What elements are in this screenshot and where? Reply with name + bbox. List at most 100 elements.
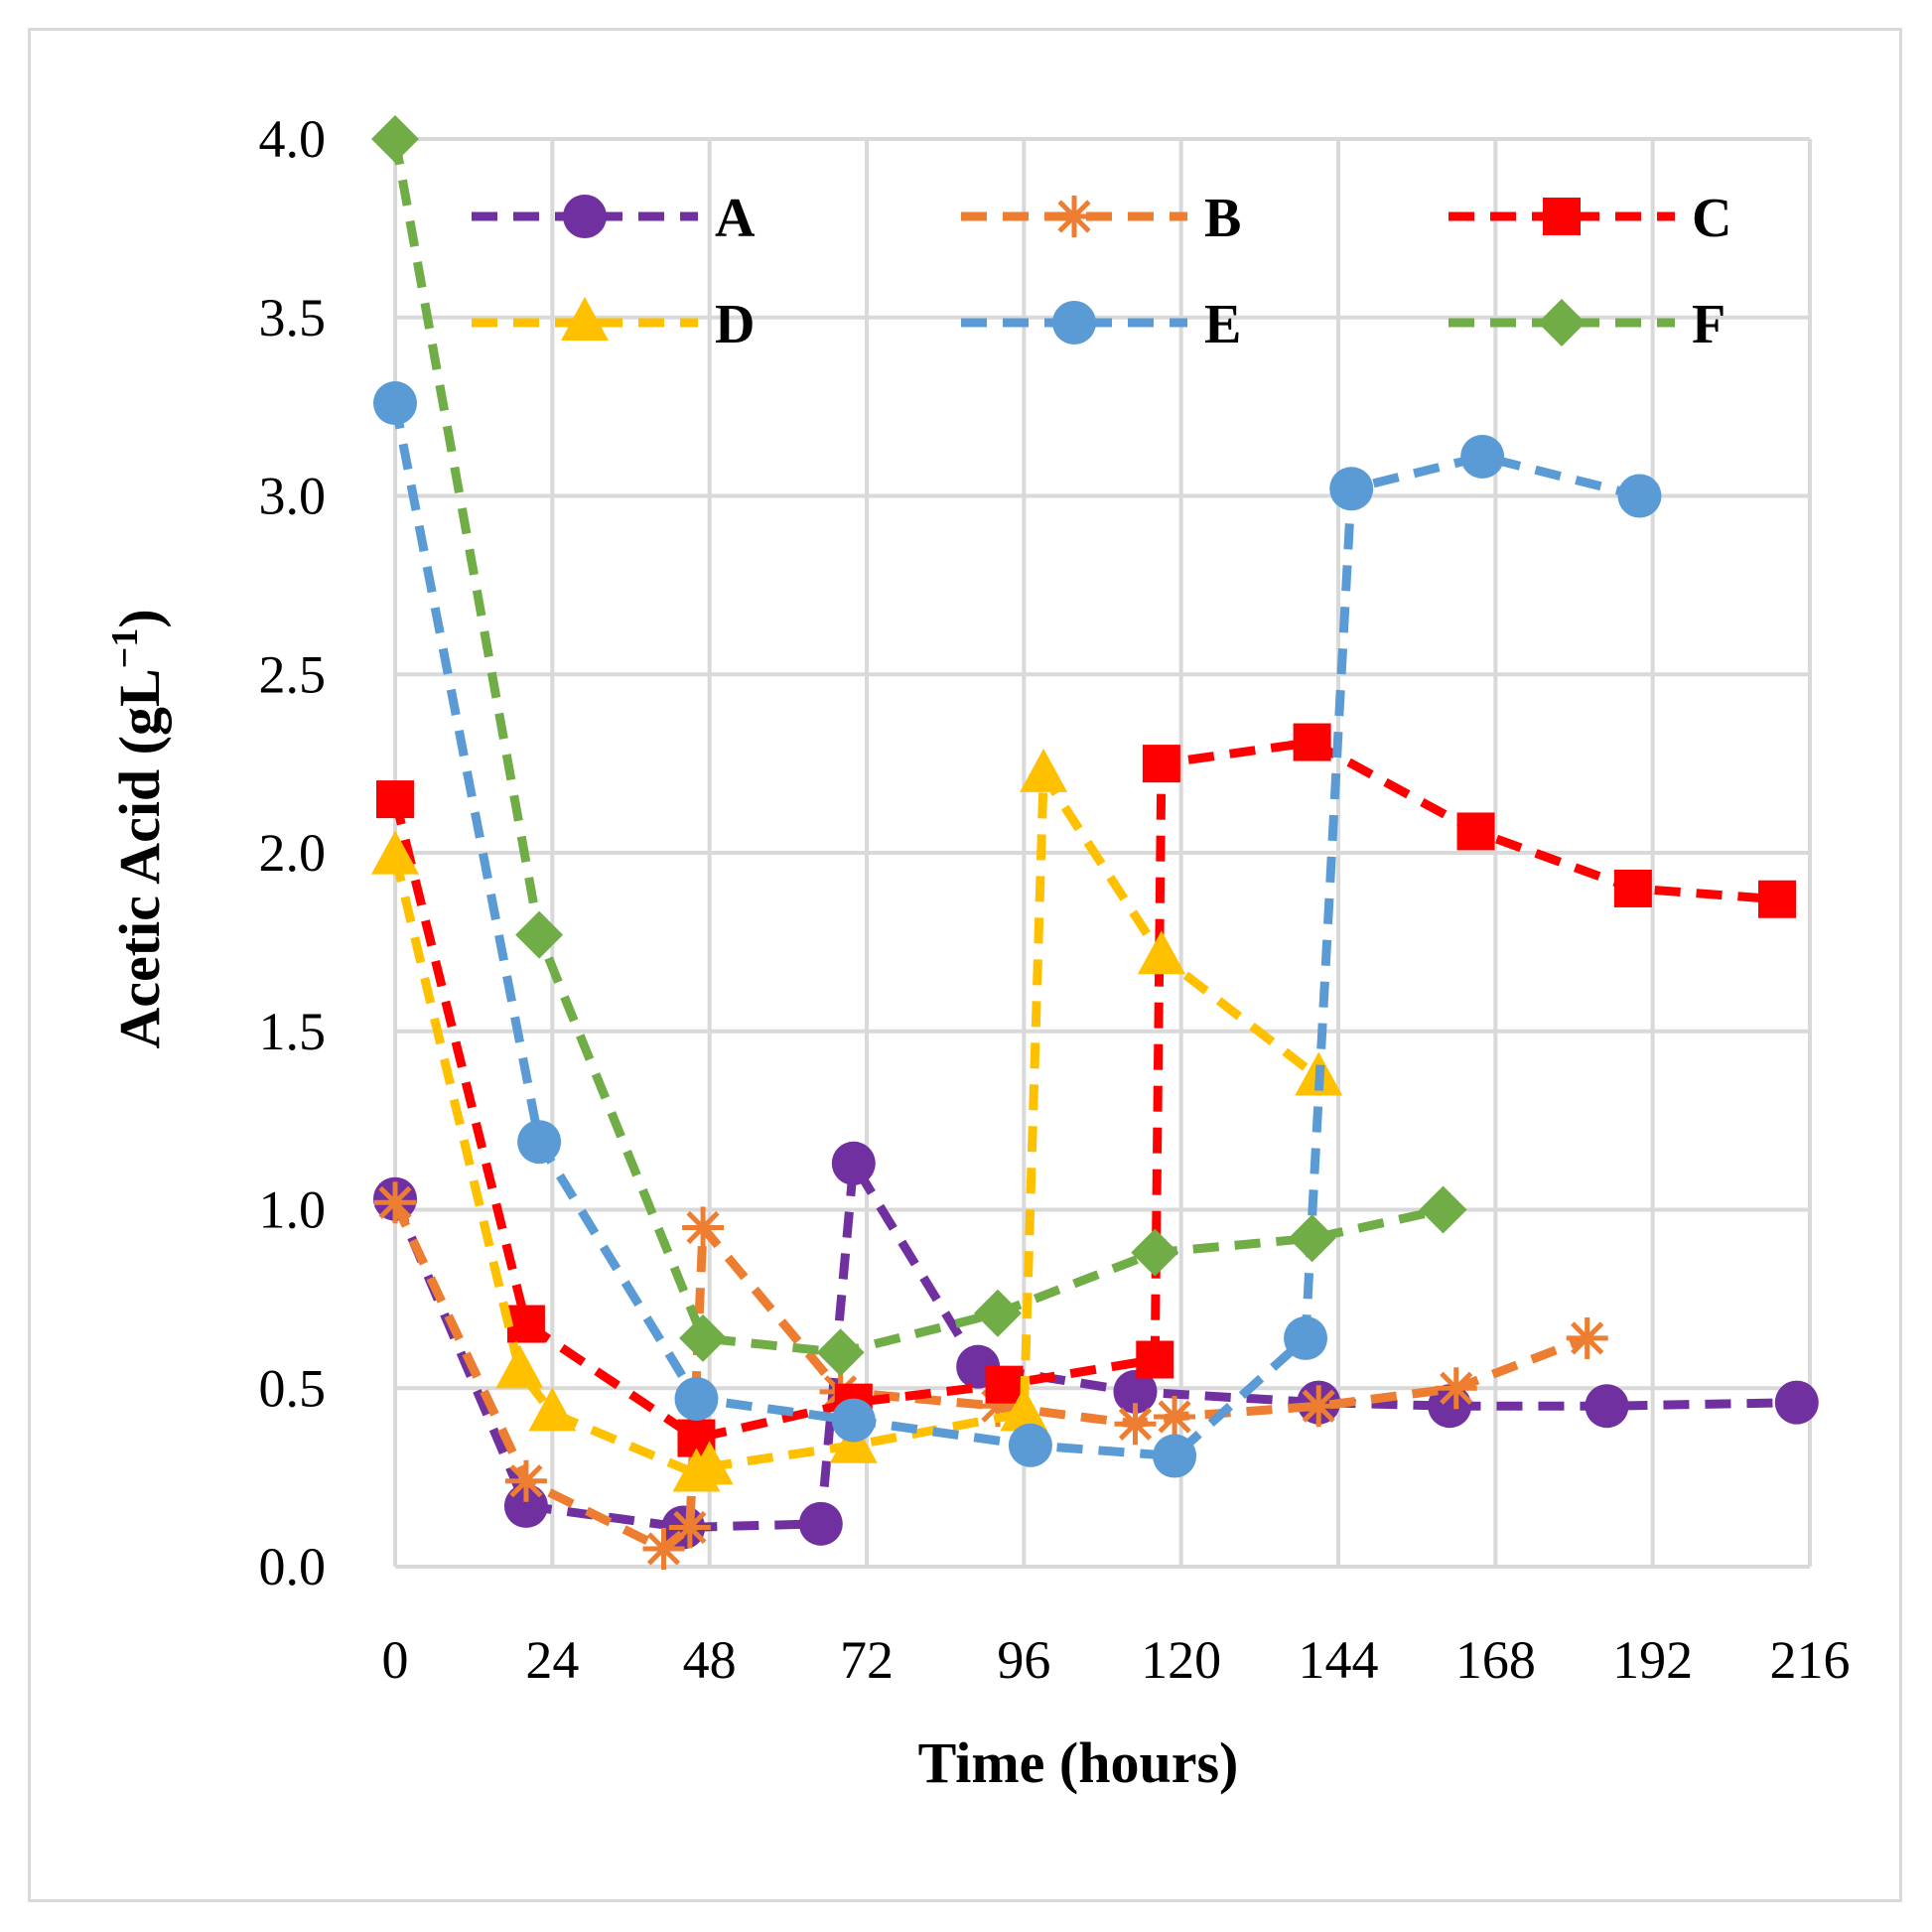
series-E-point-7	[1329, 467, 1374, 511]
series-B-point-3-stroke-3	[673, 1510, 707, 1545]
series-A-point-6	[1113, 1369, 1158, 1414]
series-F-point-4	[973, 1289, 1022, 1337]
series-B-point-11	[1566, 1316, 1608, 1359]
y-tick-label-2.5: 2.5	[259, 644, 327, 704]
series-D-line	[390, 769, 1321, 1479]
series-A-point-10	[1774, 1380, 1819, 1425]
series-F-line	[390, 138, 1445, 1357]
legend-marker-D	[561, 297, 609, 341]
series-B-point-10-stroke-3	[1440, 1371, 1473, 1405]
y-tick-label-1.0: 1.0	[259, 1180, 327, 1240]
series-E-point-5	[1153, 1434, 1197, 1478]
legend-marker-B	[1053, 196, 1095, 237]
series-D-point-0	[371, 830, 419, 875]
series-F-point-0	[371, 115, 419, 163]
series-B-point-0	[374, 1181, 416, 1224]
chart-frame	[28, 28, 1902, 1902]
y-tick-label-3.0: 3.0	[259, 467, 327, 526]
series-E-point-9	[1617, 474, 1662, 518]
series-D-point-7	[1020, 748, 1068, 792]
series-B-point-0-stroke-3	[378, 1185, 412, 1219]
x-tick-label-24: 24	[525, 1630, 579, 1690]
series-E	[373, 381, 1662, 1478]
legend-label-C: C	[1692, 188, 1731, 249]
legend-marker-F	[1538, 299, 1586, 346]
series-F-point-2	[679, 1313, 728, 1362]
series-E-point-1	[517, 1120, 562, 1165]
legend-label-B: B	[1204, 188, 1241, 249]
series-A-point-9	[1585, 1384, 1629, 1429]
legend-item-D: D	[472, 294, 755, 355]
series-B-point-1	[504, 1459, 547, 1502]
series-E-point-6	[1284, 1315, 1328, 1360]
series-B-point-9-stroke-3	[1302, 1389, 1335, 1423]
grid-layer	[393, 137, 1812, 1569]
series-A-point-3	[798, 1501, 843, 1546]
x-tick-label-48: 48	[683, 1630, 737, 1690]
legend-label-A: A	[715, 188, 756, 249]
x-tick-label-216: 216	[1770, 1630, 1851, 1690]
series-B-point-4-stroke-3	[686, 1210, 720, 1245]
x-tick-label-120: 120	[1141, 1630, 1221, 1690]
x-tick-label-144: 144	[1299, 1630, 1379, 1690]
series-C-point-7	[1293, 723, 1331, 761]
series-B-point-11-stroke-3	[1571, 1321, 1604, 1355]
legend-item-E: E	[961, 294, 1241, 355]
series-E-point-0	[373, 381, 417, 426]
tick-layer: 0 24 48 72 96 120 144 168 192 216 0.0 0.5 1.0 1.5 2.0 2…	[259, 109, 1851, 1690]
series-layer	[371, 115, 1819, 1571]
y-axis-title: Acetic Acid (gL−1)	[104, 609, 172, 1048]
legend-item-F: F	[1449, 294, 1725, 355]
series-D-point-4	[685, 1441, 734, 1485]
y-tick-label-0.0: 0.0	[259, 1537, 327, 1596]
legend-marker-E	[1052, 301, 1096, 345]
series-B-point-10	[1435, 1367, 1477, 1410]
x-tick-label-192: 192	[1612, 1630, 1693, 1690]
series-B-point-8-stroke-3	[1158, 1400, 1191, 1434]
series-C-point-5	[1136, 1340, 1174, 1379]
series-C-point-10	[1758, 880, 1797, 918]
series-C-point-9	[1613, 869, 1652, 907]
x-tick-label-72: 72	[840, 1630, 894, 1690]
y-axis-title-end: )	[107, 609, 172, 627]
series-A-point-4	[831, 1141, 876, 1185]
series-C	[376, 723, 1797, 1457]
y-axis-title-main: Acetic Acid (gL	[107, 668, 172, 1048]
legend-layer: A B C D E F	[472, 188, 1731, 355]
series-B-point-9	[1298, 1385, 1340, 1428]
series-E-point-3	[831, 1398, 876, 1443]
legend-label-F: F	[1692, 294, 1725, 355]
series-F	[371, 115, 1467, 1377]
series-D-point-6	[1000, 1387, 1048, 1432]
series-B-point-7-stroke-3	[1118, 1407, 1153, 1441]
series-B-point-2	[642, 1528, 685, 1571]
series-B-point-4	[682, 1206, 725, 1249]
series-B-point-2-stroke-3	[646, 1532, 681, 1566]
series-C-point-0	[376, 780, 414, 819]
y-tick-label-4.0: 4.0	[259, 109, 327, 169]
series-C-point-8	[1456, 812, 1495, 851]
series-F-point-5	[1131, 1228, 1179, 1277]
legend-item-C: C	[1449, 188, 1731, 249]
series-D	[371, 748, 1343, 1492]
series-C-point-4	[985, 1365, 1024, 1404]
legend-label-E: E	[1204, 294, 1241, 355]
series-B-point-1-stroke-3	[509, 1464, 543, 1498]
series-C-point-1	[506, 1305, 545, 1343]
y-tick-label-3.5: 3.5	[259, 288, 327, 347]
legend-marker-C	[1543, 198, 1581, 235]
x-tick-label-96: 96	[997, 1630, 1050, 1690]
series-C-point-6	[1142, 745, 1180, 783]
y-tick-label-1.5: 1.5	[259, 1002, 327, 1061]
series-F-point-7	[1419, 1185, 1467, 1234]
series-B-point-7	[1114, 1403, 1157, 1446]
series-D-point-8	[1137, 930, 1185, 975]
y-tick-label-0.5: 0.5	[259, 1358, 327, 1418]
x-axis-title: Time (hours)	[918, 1730, 1239, 1795]
legend-marker-A	[563, 195, 607, 238]
series-F-point-6	[1288, 1214, 1336, 1263]
legend-item-A: A	[472, 188, 756, 249]
y-axis-title-superscript: −1	[104, 628, 146, 669]
series-A	[373, 1141, 1819, 1550]
